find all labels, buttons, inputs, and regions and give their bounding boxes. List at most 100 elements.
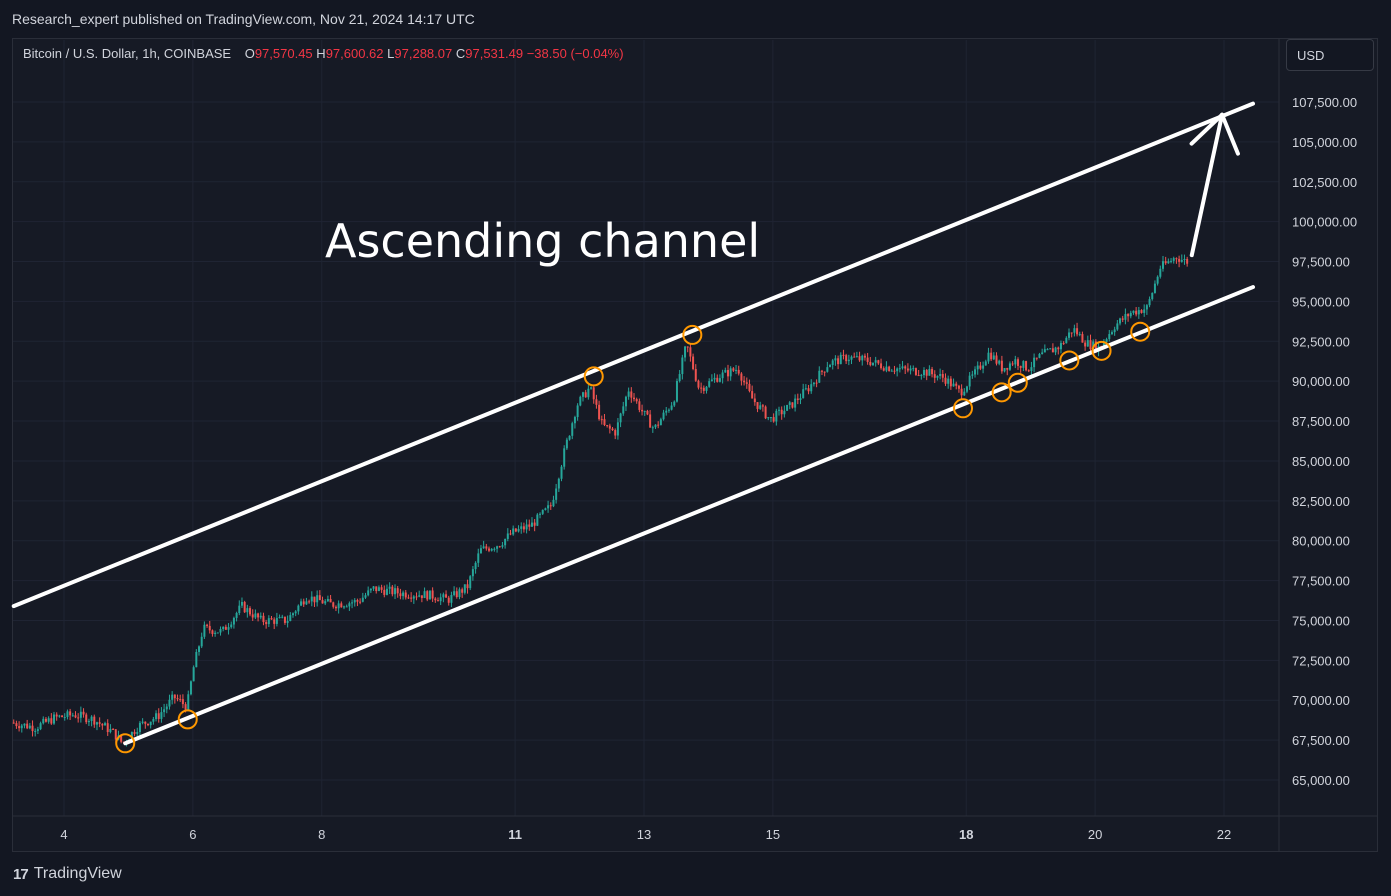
candle-down [26,723,29,729]
candle-down [112,728,115,730]
touch-marker [1059,350,1080,371]
candle-up [95,722,98,725]
candle-up [1033,357,1036,368]
candle-up [571,423,574,436]
price-tick-label: 65,000.00 [1292,773,1350,788]
candle-down [941,374,944,378]
candle-up [939,374,942,376]
candle-up [291,613,294,616]
time-tick-label: 20 [1088,827,1102,842]
candle-up [788,402,791,405]
candle-down [498,546,501,548]
candle-down [273,619,276,624]
candle-down [313,596,316,603]
candle-up [987,352,990,362]
brand[interactable]: 17 TradingView [13,865,122,883]
candle-down [1025,361,1028,371]
candle-down [748,383,751,392]
candle-up [1119,318,1122,324]
candle-up [1105,339,1108,342]
candle-up [1065,337,1068,344]
candle-up [469,576,472,589]
candle-down [772,417,775,422]
candle-up [203,624,206,637]
candle-down [608,425,611,429]
candle-up [920,375,923,377]
candle-up [541,509,544,514]
candle-up [267,618,270,625]
candle-up [412,596,415,599]
candle-up [818,370,821,383]
price-tick-label: 67,500.00 [1292,733,1350,748]
candle-down [925,369,928,376]
currency-button[interactable]: USD [1286,39,1374,71]
candle-down [93,716,96,725]
candle-down [262,615,265,623]
candle-up [479,548,482,554]
candle-up [294,611,297,614]
touch-marker [1130,321,1151,342]
candle-down [745,382,748,384]
candle-up [901,366,904,369]
candle-up [713,377,716,380]
candle-down [914,368,917,375]
candle-up [281,616,284,618]
candle-up [171,694,174,700]
candle-down [12,722,15,724]
price-tick-label: 80,000.00 [1292,534,1350,549]
candle-down [933,374,936,378]
touch-marker [991,382,1012,403]
candle-down [917,374,920,376]
candle-down [689,347,692,357]
candle-up [1059,343,1062,350]
candle-up [1172,258,1175,261]
candle-up [79,711,82,718]
candle-up [496,546,499,549]
candle-down [807,388,810,392]
candle-down [944,377,947,384]
price-axis: 107,500.00 105,000.00 102,500.00 100,000.00… [1278,38,1357,852]
candle-down [815,382,818,384]
candle-up [885,366,888,371]
candle-down [265,622,268,625]
candle-up [1049,348,1052,350]
candle-up [923,369,926,376]
candle-up [976,365,979,370]
candle-up [388,586,391,589]
candle-up [555,488,558,500]
candle-up [1167,261,1170,264]
chart-frame [12,38,1378,852]
candle-up [240,602,243,606]
candle-up [799,398,802,400]
change-value: −38.50 (−0.04%) [526,46,624,61]
candle-up [34,730,37,732]
candle-down [434,598,437,601]
candle-up [651,427,654,429]
ascending-channel [11,101,1255,746]
candle-up [450,594,453,603]
candle-down [426,591,429,600]
candle-up [345,606,348,608]
candle-up [463,584,466,593]
candle-up [423,591,426,599]
high-label: H [316,46,326,61]
candle-up [847,359,850,362]
candle-up [839,354,842,365]
candle-down [157,713,160,719]
candle-up [385,588,388,595]
candle-up [87,720,90,723]
candle-down [522,526,525,530]
candle-up [316,595,319,603]
symbol-name[interactable]: Bitcoin / U.S. Dollar, 1h, COINBASE [23,46,232,61]
candle-down [356,600,359,602]
candle-down [863,355,866,358]
candle-up [305,601,308,605]
upper-trendline [11,101,1255,609]
candle-up [673,401,676,406]
candle-up [1143,309,1146,313]
candle-up [200,636,203,647]
publish-header: Research_expert published on TradingView… [0,0,1391,38]
candle-up [23,723,26,726]
candle-down [50,718,53,724]
